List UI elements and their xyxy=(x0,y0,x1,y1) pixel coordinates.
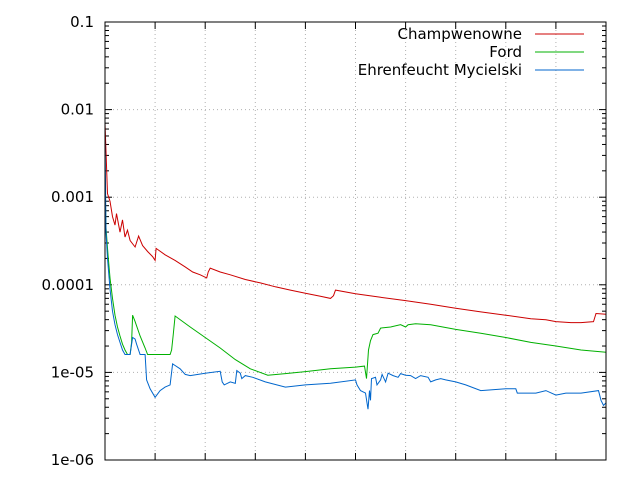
y-tick-label: 0.1 xyxy=(70,13,94,31)
legend-label: Ehrenfeucht Mycielski xyxy=(358,61,522,79)
y-tick-label: 0.0001 xyxy=(42,276,95,294)
series-line-3 xyxy=(104,135,607,410)
series-layer xyxy=(104,123,607,410)
series-line-1 xyxy=(104,123,607,324)
y-tick-label: 0.01 xyxy=(61,101,94,119)
y-tick-label: 1e-06 xyxy=(51,451,94,469)
plot-border xyxy=(104,21,607,461)
y-tick-labels: 0.1 0.01 0.001 0.0001 1e-05 1e-06 xyxy=(42,13,95,469)
legend-label: Ford xyxy=(489,43,522,61)
series-line-2 xyxy=(104,181,607,379)
legend-label: Champwenowne xyxy=(398,25,523,43)
y-tick-label: 1e-05 xyxy=(51,363,94,381)
y-tick-label: 0.001 xyxy=(51,188,94,206)
axis-ticks xyxy=(105,21,606,461)
